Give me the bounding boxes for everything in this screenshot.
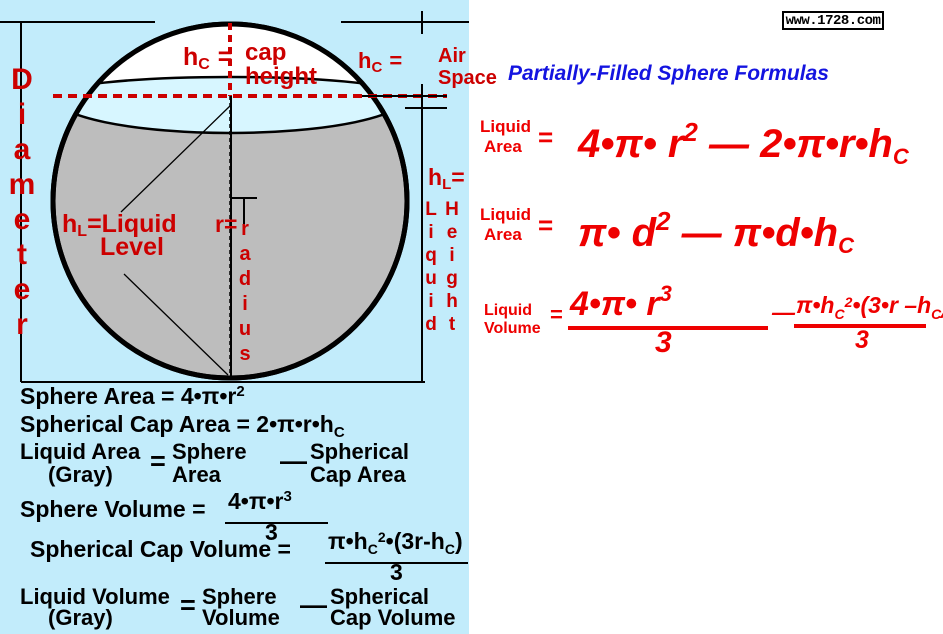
svg-text:—: —: [280, 446, 307, 476]
svg-text:Liquid: Liquid: [484, 302, 532, 319]
svg-text:D: D: [11, 63, 33, 96]
svg-text:Space: Space: [438, 67, 497, 89]
svg-text:π• d2 — π•d•hC: π• d2 — π•d•hC: [578, 206, 855, 258]
svg-text:h: h: [446, 291, 458, 312]
svg-text:g: g: [446, 268, 458, 289]
svg-text:r: r: [16, 308, 28, 341]
svg-text:d: d: [239, 268, 251, 290]
svg-text:t: t: [17, 238, 27, 271]
svg-text:Air: Air: [438, 45, 466, 67]
svg-text:t: t: [449, 314, 456, 335]
svg-text:=: =: [150, 446, 166, 476]
svg-text:r: r: [241, 218, 249, 240]
svg-text:hL=: hL=: [428, 164, 465, 193]
svg-text:Area: Area: [172, 462, 222, 487]
svg-text:e: e: [447, 222, 458, 243]
svg-text:π•hC2•(3•r –hC): π•hC2•(3•r –hC): [796, 292, 943, 322]
svg-text:4•π• r3: 4•π• r3: [569, 281, 672, 323]
svg-text:Level: Level: [100, 233, 164, 261]
svg-text:a: a: [14, 133, 31, 166]
svg-text:Spherical Cap Area = 2•π•r•hC: Spherical Cap Area = 2•π•r•hC: [20, 411, 345, 441]
svg-text:Spherical: Spherical: [310, 439, 409, 464]
svg-text:Liquid Area: Liquid Area: [20, 439, 141, 464]
svg-text:π•hC2•(3r-hC): π•hC2•(3r-hC): [328, 528, 463, 557]
svg-text:=: =: [538, 210, 553, 240]
svg-text:e: e: [14, 203, 31, 236]
svg-text:i: i: [428, 291, 433, 312]
svg-text:i: i: [18, 98, 26, 131]
svg-text:i: i: [449, 245, 454, 266]
svg-text:Area: Area: [484, 225, 522, 244]
svg-text:i: i: [428, 222, 433, 243]
svg-text:s: s: [239, 343, 250, 365]
svg-text:(Gray): (Gray): [48, 462, 113, 487]
svg-text:Liquid: Liquid: [480, 117, 531, 136]
svg-text:u: u: [239, 318, 251, 340]
svg-text:hC =: hC =: [358, 48, 402, 76]
svg-text:Spherical Cap Volume =: Spherical Cap Volume =: [30, 536, 291, 562]
svg-text:m: m: [9, 168, 36, 201]
svg-text:=: =: [538, 122, 553, 152]
svg-text:Cap Area: Cap Area: [310, 462, 407, 487]
svg-text:—: —: [771, 299, 796, 325]
svg-text:Sphere Volume =: Sphere Volume =: [20, 496, 206, 522]
svg-text:3: 3: [855, 326, 869, 354]
svg-text:=: =: [550, 302, 563, 327]
svg-text:Area: Area: [484, 137, 522, 156]
svg-text:Sphere Area = 4•π•r2: Sphere Area = 4•π•r2: [20, 383, 245, 409]
svg-text:Volume: Volume: [202, 605, 280, 630]
svg-text:4•π•r3: 4•π•r3: [228, 488, 292, 514]
svg-text:(Gray): (Gray): [48, 605, 113, 630]
svg-text:3: 3: [655, 326, 672, 359]
svg-text:i: i: [242, 293, 248, 315]
svg-text:H: H: [445, 199, 459, 220]
svg-text:r=: r=: [215, 211, 237, 237]
svg-text:Sphere: Sphere: [172, 439, 247, 464]
svg-text:3: 3: [390, 559, 403, 585]
svg-text:Cap Volume: Cap Volume: [330, 605, 456, 630]
svg-text:height: height: [245, 63, 317, 90]
svg-text:=: =: [180, 590, 196, 620]
svg-text:q: q: [425, 245, 437, 266]
svg-text:u: u: [425, 268, 437, 289]
svg-text:e: e: [14, 273, 31, 306]
svg-text:Volume: Volume: [484, 320, 541, 337]
svg-text:4•π• r2 — 2•π•r•hC: 4•π• r2 — 2•π•r•hC: [577, 117, 910, 169]
svg-text:d: d: [425, 314, 437, 335]
svg-text:cap: cap: [245, 39, 286, 66]
svg-text:L: L: [425, 199, 437, 220]
svg-text:a: a: [239, 243, 251, 265]
svg-text:Liquid: Liquid: [480, 205, 531, 224]
svg-text:—: —: [300, 590, 327, 620]
